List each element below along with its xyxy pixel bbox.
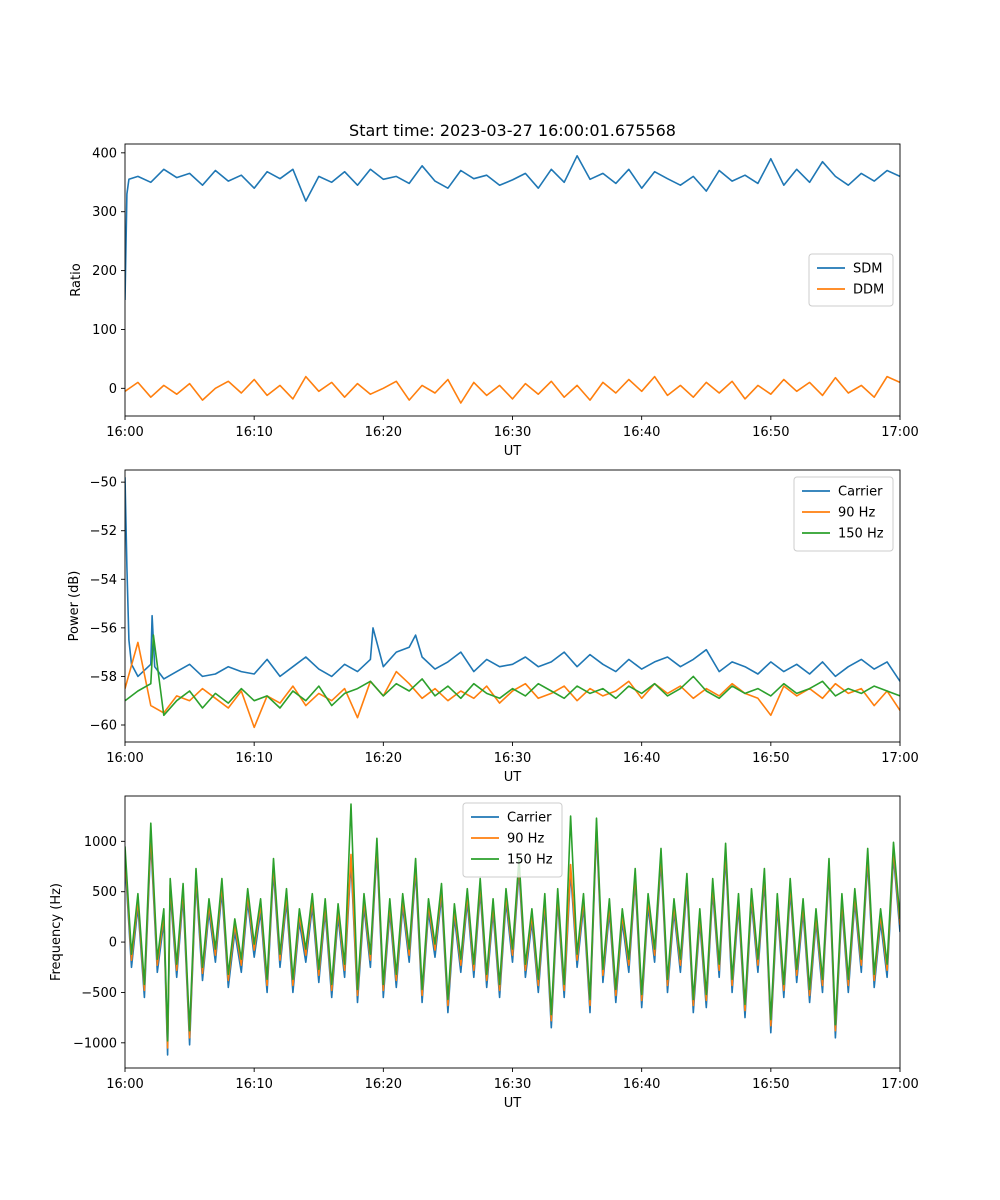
- y-tick-label: 0: [109, 382, 117, 397]
- x-tick-label: 16:30: [494, 751, 531, 766]
- x-tick-label: 17:00: [881, 425, 918, 440]
- chart-panel-1: 16:00 16:10 16:20 16:30 16:40 16:50 17:00 400 30…: [69, 121, 919, 459]
- y-tick-label: −500: [81, 986, 117, 1001]
- legend-label: 90 Hz: [507, 832, 544, 847]
- x-tick-label: 16:00: [106, 425, 143, 440]
- x-tick-label: 16:20: [365, 751, 402, 766]
- y-tick-label: −1000: [73, 1036, 117, 1051]
- legend-label: SDM: [853, 262, 882, 277]
- series-line-sdm: [125, 155, 900, 301]
- series-line-carrier: [125, 477, 900, 682]
- x-tick-label: 16:00: [106, 1077, 143, 1092]
- series-line-150-hz: [125, 803, 900, 1042]
- y-tick-label: −56: [90, 621, 117, 636]
- legend-label: DDM: [853, 283, 884, 298]
- x-tick-label: 16:50: [752, 1077, 789, 1092]
- y-tick-label: 500: [92, 885, 117, 900]
- x-tick-label: 16:10: [235, 751, 272, 766]
- x-tick-label: 16:30: [494, 1077, 531, 1092]
- series-line-90-hz: [125, 641, 900, 729]
- y-tick-label: −58: [90, 670, 117, 685]
- x-tick-label: 16:10: [235, 425, 272, 440]
- legend-label: 90 Hz: [838, 506, 875, 521]
- y-axis-label: Ratio: [69, 263, 84, 296]
- x-tick-label: 16:20: [365, 425, 402, 440]
- legend: Carrier 90 Hz 150 Hz: [462, 802, 563, 878]
- axes-frame: [124, 469, 901, 743]
- x-axis-label: UT: [504, 770, 522, 785]
- x-tick-label: 16:00: [106, 751, 143, 766]
- x-axis-label: UT: [504, 1096, 522, 1111]
- y-tick-label: −54: [90, 573, 117, 588]
- x-tick-label: 16:40: [623, 425, 660, 440]
- legend-label: 150 Hz: [507, 853, 553, 868]
- legend-label: 150 Hz: [838, 527, 884, 542]
- y-tick-label: 0: [109, 936, 117, 951]
- series-line-150-hz: [125, 634, 900, 717]
- x-tick-label: 17:00: [881, 751, 918, 766]
- y-tick-label: 300: [92, 205, 117, 220]
- x-axis-label: UT: [504, 444, 522, 459]
- series-line-ddm: [125, 375, 900, 404]
- x-tick-label: 17:00: [881, 1077, 918, 1092]
- x-tick-label: 16:30: [494, 425, 531, 440]
- chart-panel-3: 16:00 16:10 16:20 16:30 16:40 16:50 17:00 1000 5…: [49, 795, 919, 1111]
- x-tick-label: 16:10: [235, 1077, 272, 1092]
- x-tick-label: 16:50: [752, 425, 789, 440]
- y-tick-label: −60: [90, 719, 117, 734]
- chart-panel-2: 16:00 16:10 16:20 16:30 16:40 16:50 17:00 −50 −5…: [67, 469, 919, 785]
- legend-label: Carrier: [507, 811, 552, 826]
- x-tick-label: 16:40: [623, 1077, 660, 1092]
- y-tick-label: 1000: [84, 835, 117, 850]
- x-tick-label: 16:20: [365, 1077, 402, 1092]
- y-axis-label: Frequency (Hz): [49, 883, 64, 981]
- x-tick-label: 16:50: [752, 751, 789, 766]
- y-tick-label: 100: [92, 323, 117, 338]
- legend-label: Carrier: [838, 485, 883, 500]
- y-tick-label: −52: [90, 524, 117, 539]
- legend: SDM DDM: [808, 253, 894, 307]
- y-tick-label: 200: [92, 264, 117, 279]
- legend: Carrier 90 Hz 150 Hz: [793, 476, 894, 552]
- x-tick-label: 16:40: [623, 751, 660, 766]
- legend-box: [808, 253, 894, 307]
- chart-title: Start time: 2023-03-27 16:00:01.675568: [349, 121, 676, 140]
- y-axis-label: Power (dB): [67, 571, 82, 642]
- y-tick-label: 400: [92, 146, 117, 161]
- y-tick-label: −50: [90, 476, 117, 491]
